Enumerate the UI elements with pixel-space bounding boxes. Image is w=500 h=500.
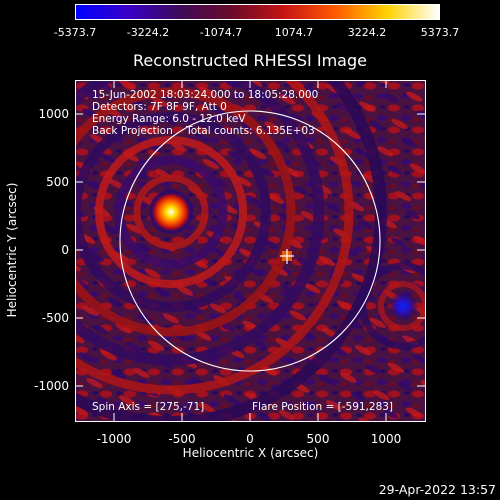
y-tick-label: 500 bbox=[46, 175, 69, 189]
y-tick-label: -1000 bbox=[34, 379, 69, 393]
negative-source bbox=[388, 291, 418, 321]
info-line: Energy Range: 6.0 - 12.0 keV bbox=[92, 113, 246, 125]
spin-axis-text: Spin Axis = [275,-71] bbox=[92, 401, 205, 413]
x-tick-label: -1000 bbox=[96, 432, 132, 446]
info-line: Back Projection Total counts: 6.135E+03 bbox=[92, 125, 315, 137]
x-tick-label: 1000 bbox=[370, 432, 402, 446]
x-tick-label: -500 bbox=[168, 432, 196, 446]
colorbar-label: 3224.2 bbox=[347, 26, 387, 39]
rhessi-image: 15-Jun-2002 18:03:24.000 to 18:05:28.000… bbox=[75, 80, 426, 422]
rhessi-image-svg bbox=[76, 81, 425, 421]
colorbar-label: -5373.7 bbox=[53, 26, 97, 39]
colorbar-label: 5373.7 bbox=[420, 26, 460, 39]
info-line: 15-Jun-2002 18:03:24.000 to 18:05:28.000 bbox=[92, 89, 319, 101]
x-tick-label: 0 bbox=[246, 432, 254, 446]
y-axis-label: Heliocentric Y (arcsec) bbox=[5, 182, 19, 318]
y-tick-label: 0 bbox=[61, 243, 69, 257]
colorbar-label: 1074.7 bbox=[274, 26, 314, 39]
flare-source bbox=[151, 192, 191, 232]
plot-title: Reconstructed RHESSI Image bbox=[133, 51, 367, 70]
colorbar bbox=[75, 4, 440, 20]
solar-limb bbox=[119, 110, 381, 372]
colorbar-label: -3224.2 bbox=[126, 26, 170, 39]
x-axis-label: Heliocentric X (arcsec) bbox=[182, 446, 319, 460]
colorbar-label: -1074.7 bbox=[199, 26, 243, 39]
spin-axis-marker bbox=[280, 249, 294, 264]
flare-position-text: Flare Position = [-591,283] bbox=[252, 401, 394, 413]
info-line: Detectors: 7F 8F 9F, Att 0 bbox=[92, 101, 227, 113]
y-tick-label: -500 bbox=[41, 311, 69, 325]
y-tick-label: 1000 bbox=[38, 107, 69, 121]
timestamp: 29-Apr-2022 13:57 bbox=[378, 482, 496, 497]
x-tick-label: 500 bbox=[306, 432, 330, 446]
